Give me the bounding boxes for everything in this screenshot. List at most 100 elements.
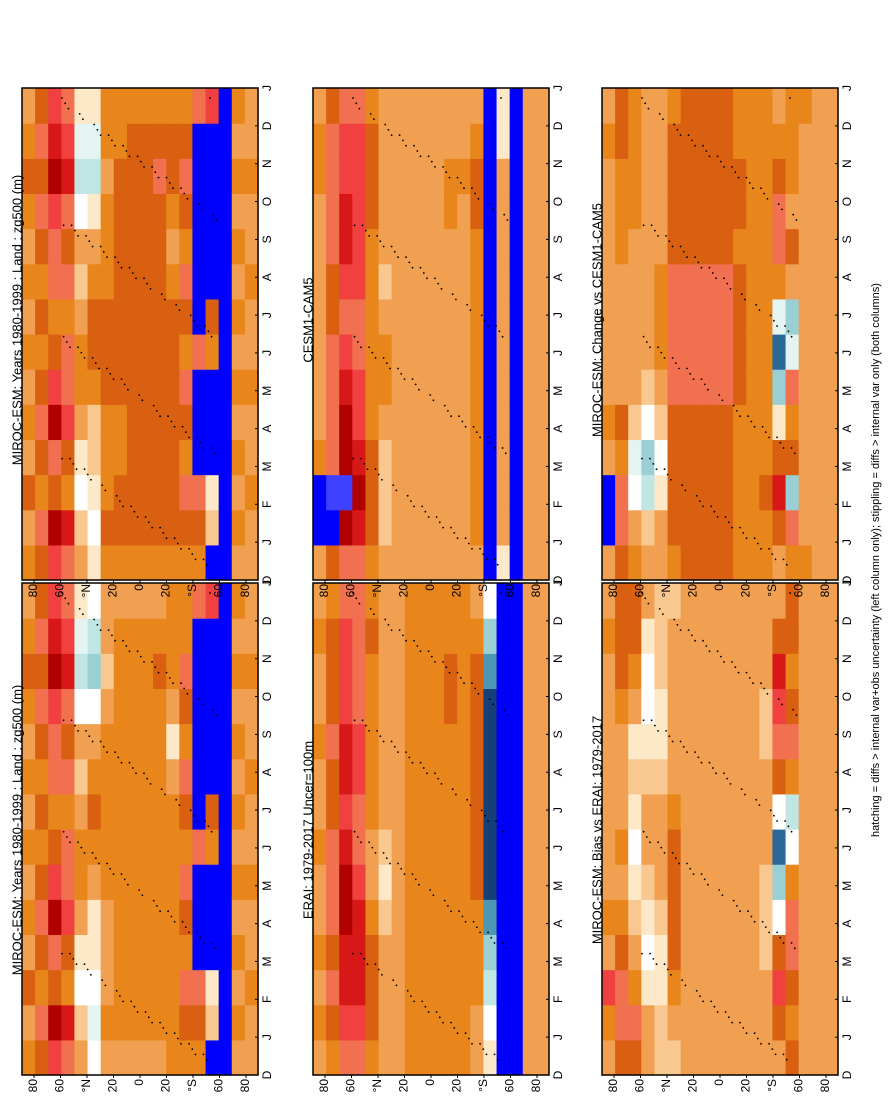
heatmap-cell [654, 544, 669, 581]
stipple-dot [716, 155, 719, 158]
stipple-dot [419, 266, 422, 269]
heatmap-cell [126, 474, 141, 511]
heatmap-cell [378, 193, 393, 230]
stipple-dot [729, 783, 732, 785]
stipple-dot [83, 963, 86, 966]
heatmap-cell [365, 158, 380, 195]
stipple-dot [435, 516, 438, 518]
heatmap-cell [772, 298, 787, 335]
heatmap-cell [61, 334, 76, 370]
heatmap-cell [706, 1004, 721, 1041]
heatmap-cell [231, 758, 246, 795]
heatmap-cell [431, 1004, 445, 1041]
heatmap-cell [824, 474, 839, 511]
heatmap-cell [22, 618, 36, 654]
lat-tick-label: 80 [238, 1079, 252, 1093]
heatmap-cell [166, 688, 180, 725]
heatmap-cell [667, 298, 682, 335]
heatmap-cell [706, 298, 721, 335]
heatmap-cell [35, 228, 49, 265]
heatmap-cell [522, 123, 537, 159]
heatmap-cell [720, 688, 734, 725]
stipple-dot [724, 516, 727, 518]
heatmap-cell [457, 899, 471, 936]
stipple-dot [727, 521, 730, 524]
heatmap-cell [746, 583, 760, 619]
heatmap-cell [798, 509, 813, 546]
heatmap-cell [378, 829, 393, 865]
lat-tick-label: °N [79, 584, 93, 597]
heatmap-cell [641, 723, 656, 760]
lat-tick-label: 20 [686, 1079, 700, 1093]
heatmap-cell [785, 334, 800, 370]
stipple-dot [398, 134, 401, 137]
heatmap-cell [113, 439, 128, 476]
heatmap-cell [391, 439, 406, 476]
heatmap-cell [693, 618, 708, 654]
heatmap-cell [365, 228, 380, 265]
heatmap-cell [706, 899, 721, 936]
stipple-dot [681, 979, 684, 981]
heatmap-cell [706, 439, 721, 476]
heatmap-cell [326, 583, 340, 619]
heatmap-cell [244, 404, 259, 441]
heatmap-cell [522, 793, 537, 830]
heatmap-cell [811, 474, 826, 511]
heatmap-cell [706, 158, 721, 195]
month-tick-label: S [840, 235, 854, 243]
heatmap-cell [509, 439, 524, 476]
heatmap-cell [785, 263, 800, 300]
stipple-dot [184, 926, 187, 928]
heatmap-cell [417, 758, 432, 795]
heatmap-cell [166, 864, 180, 900]
heatmap-cell [824, 793, 839, 830]
heatmap-cell [522, 404, 537, 441]
heatmap-cell [140, 193, 154, 230]
stipple-dot [419, 761, 422, 764]
heatmap-cell [244, 688, 259, 725]
stipple-dot [352, 952, 354, 955]
heatmap-cell [483, 618, 498, 654]
stipple-dot [152, 404, 155, 407]
stipple-dot [154, 666, 157, 669]
stipple-dot [111, 139, 113, 142]
heatmap-cell [535, 653, 550, 690]
heatmap-cell [602, 758, 616, 795]
lat-tick-label: 0 [132, 1079, 146, 1086]
heatmap-cell [824, 88, 839, 124]
stipple-dot [447, 905, 449, 907]
stipple-dot [686, 751, 688, 753]
stipple-dot [424, 1005, 427, 1008]
heatmap-cell [680, 1004, 695, 1041]
heatmap-cell [470, 969, 485, 1006]
heatmap-cell [113, 618, 128, 654]
month-tick-label: A [840, 920, 854, 928]
heatmap-cell [113, 688, 128, 725]
heatmap-cell [48, 158, 62, 195]
heatmap-cell [100, 723, 115, 760]
heatmap-cell [404, 688, 419, 725]
stipple-dot [188, 931, 191, 934]
stipple-dot [363, 958, 366, 960]
heatmap-cell [772, 544, 787, 581]
heatmap-cell [824, 758, 839, 795]
heatmap-cell [693, 1004, 708, 1041]
stipple-dot [729, 288, 732, 290]
heatmap-cell [113, 544, 128, 581]
stipple-dot [793, 947, 796, 950]
stipple-dot [429, 394, 432, 396]
heatmap-cell [431, 1039, 445, 1076]
heatmap-cell [641, 618, 656, 654]
stipple-dot [115, 494, 118, 497]
heatmap-cell [126, 298, 141, 335]
stipple-dot [437, 777, 440, 780]
heatmap-cell [470, 688, 485, 725]
heatmap-cell [126, 829, 141, 865]
heatmap-cell [231, 509, 246, 546]
stipple-dot [490, 441, 493, 444]
heatmap-cell [74, 158, 89, 195]
lat-tick-label: 0 [132, 584, 146, 591]
stipple-dot [202, 558, 205, 561]
stipple-dot [202, 942, 205, 944]
stipple-dot [201, 208, 203, 211]
